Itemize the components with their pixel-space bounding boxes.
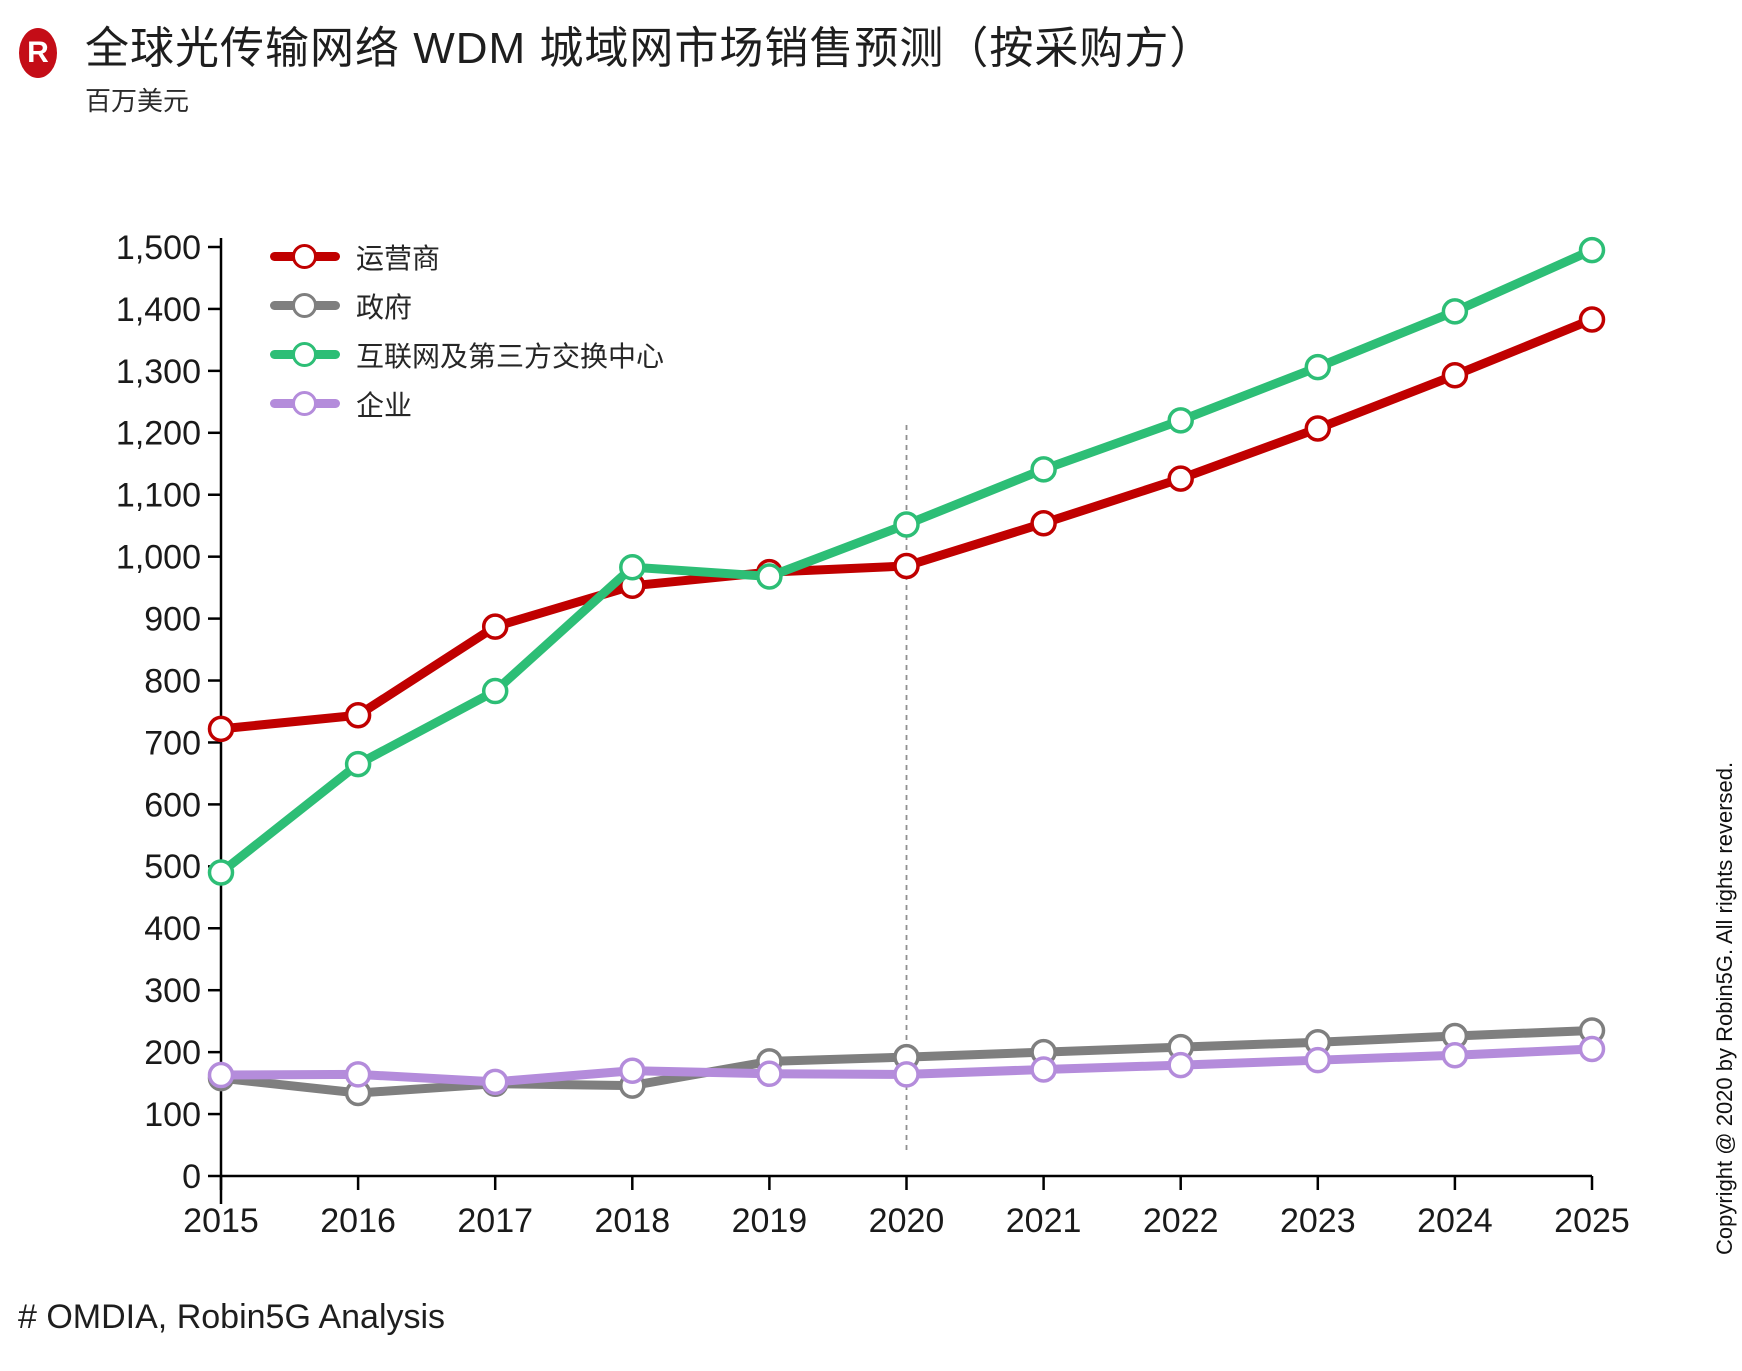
x-tick-label: 2016 (320, 1202, 396, 1240)
series-marker-2 (1441, 298, 1469, 325)
x-tick-label: 2025 (1554, 1202, 1630, 1240)
series-marker-0 (1578, 306, 1606, 333)
series-marker-3 (1167, 1051, 1194, 1079)
series-marker-0 (344, 701, 372, 729)
legend-label: 企业 (356, 389, 413, 421)
series-marker-3 (1030, 1056, 1057, 1083)
x-tick-label: 2021 (1006, 1202, 1082, 1240)
legend-marker-dot-icon (292, 243, 317, 269)
series-marker-3 (893, 1061, 920, 1088)
legend-label: 政府 (356, 291, 413, 323)
y-tick-label: 700 (144, 724, 201, 762)
legend-item-3: 企业 (270, 379, 664, 428)
series-marker-3 (207, 1061, 235, 1089)
x-tick-label: 2020 (869, 1202, 945, 1240)
series-marker-2 (481, 677, 509, 705)
legend-marker-dot-icon (292, 390, 317, 416)
series-marker-0 (1441, 361, 1469, 389)
y-tick-label: 900 (144, 601, 201, 639)
series-marker-3 (756, 1060, 783, 1088)
x-tick-label: 2023 (1280, 1202, 1356, 1240)
x-tick-label: 2018 (594, 1202, 670, 1240)
source-note: # OMDIA, Robin5G Analysis (18, 1298, 446, 1336)
series-marker-3 (619, 1057, 646, 1084)
series-marker-2 (1304, 353, 1332, 381)
series-marker-2 (893, 511, 920, 538)
series-marker-0 (1167, 465, 1194, 492)
y-tick-label: 1,200 (116, 415, 201, 453)
x-tick-label: 2015 (183, 1202, 259, 1240)
x-tick-label: 2017 (457, 1202, 533, 1240)
copyright-note: Copyright @ 2020 by Robin5G. All rights … (1712, 761, 1737, 1255)
x-tick-label: 2024 (1417, 1202, 1493, 1240)
series-marker-0 (893, 552, 920, 580)
y-tick-label: 1,000 (116, 539, 201, 577)
x-tick-label: 2019 (732, 1202, 808, 1240)
page-title: 全球光传输网络 WDM 城域网市场销售预测（按采购方） (85, 24, 1215, 73)
header: R 全球光传输网络 WDM 城域网市场销售预测（按采购方） 百万美元 (19, 24, 1214, 118)
series-marker-3 (344, 1061, 372, 1088)
brand-logo-icon: R (19, 28, 57, 78)
x-tick-label: 2022 (1143, 1202, 1219, 1240)
legend-marker-icon (270, 243, 340, 269)
series-marker-0 (1304, 415, 1332, 442)
y-tick-label: 1,400 (116, 291, 201, 329)
y-tick-label: 400 (144, 910, 201, 948)
y-tick-label: 1,100 (116, 477, 201, 515)
chart-units-label: 百万美元 (85, 85, 190, 116)
brand-logo-letter: R (27, 36, 49, 69)
y-tick-label: 600 (144, 786, 201, 824)
series-marker-2 (1578, 236, 1606, 264)
legend-label: 互联网及第三方交换中心 (356, 340, 665, 372)
legend-marker-dot-icon (292, 292, 317, 318)
chart-legend: 运营商政府互联网及第三方交换中心 企业 (270, 232, 664, 428)
series-marker-0 (481, 613, 509, 640)
legend-item-0: 运营商 (270, 232, 664, 281)
legend-marker-icon (270, 390, 340, 416)
series-marker-0 (1030, 509, 1057, 537)
legend-marker-dot-icon (292, 341, 317, 367)
legend-marker-icon (270, 292, 340, 318)
y-tick-label: 1,500 (116, 229, 201, 267)
y-tick-label: 500 (144, 848, 201, 886)
series-marker-2 (344, 750, 372, 778)
legend-item-1: 政府 (270, 281, 664, 330)
y-tick-label: 1,300 (116, 353, 201, 391)
series-marker-3 (1304, 1046, 1332, 1074)
series-marker-3 (481, 1068, 509, 1096)
legend-marker-icon (270, 341, 340, 367)
series-marker-2 (1167, 407, 1194, 434)
series-marker-3 (1578, 1035, 1606, 1063)
series-marker-0 (207, 715, 235, 743)
y-tick-label: 0 (182, 1158, 201, 1196)
series-marker-2 (619, 553, 646, 581)
series-marker-2 (1030, 456, 1057, 483)
y-tick-label: 300 (144, 972, 201, 1010)
legend-label: 运营商 (356, 242, 441, 274)
y-tick-label: 100 (144, 1096, 201, 1134)
series-marker-2 (207, 859, 235, 886)
title-block: 全球光传输网络 WDM 城域网市场销售预测（按采购方） 百万美元 (85, 24, 1214, 118)
series-marker-2 (756, 563, 783, 590)
y-tick-label: 800 (144, 662, 201, 700)
y-tick-label: 200 (144, 1034, 201, 1072)
legend-item-2: 互联网及第三方交换中心 (270, 330, 664, 379)
series-marker-3 (1441, 1041, 1469, 1069)
